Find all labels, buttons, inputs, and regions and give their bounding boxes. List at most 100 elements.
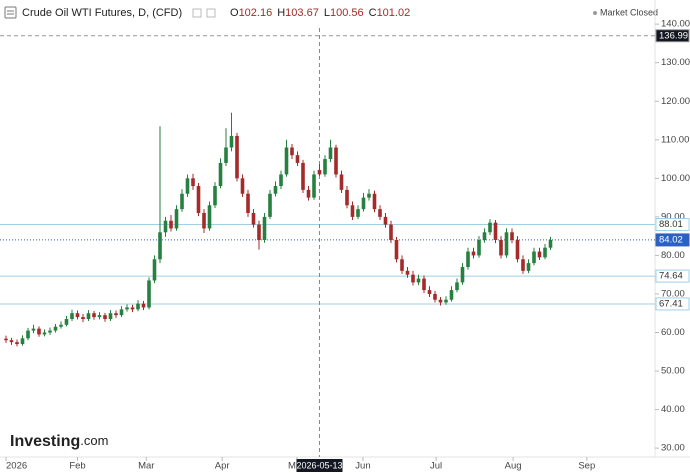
candle-body bbox=[350, 205, 355, 217]
candle-body bbox=[372, 193, 377, 210]
candle-body bbox=[548, 239, 553, 248]
x-tick-label: Feb bbox=[69, 461, 85, 472]
x-tick-label: Mar bbox=[138, 461, 154, 472]
menu-icon[interactable] bbox=[4, 6, 17, 19]
candle-body bbox=[64, 319, 69, 325]
candle-body bbox=[224, 147, 228, 163]
y-tick-label: 40.00 bbox=[661, 404, 685, 415]
crosshair-label: 2026-05-13 bbox=[296, 460, 342, 470]
y-tick-label: 80.00 bbox=[661, 250, 685, 261]
y-tick-label: 90.00 bbox=[661, 211, 685, 222]
candle-body bbox=[328, 147, 333, 160]
candle-body bbox=[26, 330, 30, 339]
candle-body bbox=[339, 174, 344, 190]
level-label-box bbox=[655, 233, 690, 247]
candle-body bbox=[537, 251, 542, 258]
level-label-box bbox=[655, 297, 690, 311]
candle-body bbox=[9, 340, 14, 343]
ohlc-text: O102.16 H103.67 L100.56 C101.02 bbox=[230, 7, 410, 19]
ohlc-key: L bbox=[324, 7, 330, 19]
settings-icon[interactable] bbox=[192, 8, 202, 18]
candle-body bbox=[20, 338, 25, 345]
candle-body bbox=[273, 186, 278, 194]
candle-body bbox=[152, 259, 157, 281]
x-tick-label: Jun bbox=[355, 461, 370, 472]
candle-body bbox=[37, 328, 41, 335]
candle-body bbox=[455, 282, 459, 291]
level-label: 84.02 bbox=[659, 234, 683, 245]
candle-body bbox=[312, 174, 316, 198]
candle-body bbox=[532, 251, 536, 264]
candle-body bbox=[389, 224, 393, 240]
y-tick-label: 30.00 bbox=[661, 443, 685, 454]
candle-body bbox=[268, 193, 272, 217]
candle-body bbox=[317, 169, 322, 175]
ohlc-key: H bbox=[277, 7, 285, 19]
x-tick-label: Jul bbox=[430, 461, 442, 472]
candle-body bbox=[125, 307, 129, 310]
candle-body bbox=[119, 309, 124, 316]
candle-body bbox=[97, 315, 102, 318]
candle-body bbox=[416, 278, 421, 283]
candle-body bbox=[81, 317, 85, 320]
candle-body bbox=[108, 313, 113, 320]
candle-body bbox=[466, 251, 470, 267]
candle-body bbox=[482, 232, 487, 240]
candle-body bbox=[295, 155, 300, 163]
candle-body bbox=[493, 222, 498, 240]
candle-body bbox=[229, 135, 234, 148]
candle-body bbox=[163, 220, 168, 233]
candle-body bbox=[378, 209, 382, 217]
ohlc-key: O bbox=[230, 7, 239, 19]
ohlc-key: C bbox=[369, 7, 377, 19]
crosshair-label-box bbox=[296, 459, 343, 472]
x-tick-label: Aug bbox=[505, 461, 522, 472]
y-tick-label: 50.00 bbox=[661, 366, 685, 377]
candle-body bbox=[218, 162, 223, 187]
ohlc-value: 103.67 bbox=[285, 7, 319, 19]
candle-body bbox=[510, 232, 514, 240]
candle-body bbox=[158, 232, 162, 260]
candle-body bbox=[180, 193, 184, 210]
candle-body bbox=[191, 178, 195, 187]
candle-body bbox=[367, 193, 371, 198]
x-tick-label: Sep bbox=[578, 461, 595, 472]
y-tick-label: 140.00 bbox=[661, 19, 690, 30]
y-tick-label: 70.00 bbox=[661, 288, 685, 299]
candle-body bbox=[471, 251, 476, 256]
ohlc-value: 101.02 bbox=[377, 7, 411, 19]
candle-body bbox=[86, 313, 91, 320]
candle-body bbox=[114, 313, 118, 316]
candle-body bbox=[15, 342, 19, 345]
candle-body bbox=[75, 313, 80, 318]
candle-body bbox=[262, 216, 267, 240]
candle-body bbox=[141, 303, 146, 308]
level-label-box bbox=[655, 29, 690, 43]
settings-icon[interactable] bbox=[206, 8, 216, 18]
x-tick-label: Apr bbox=[215, 461, 230, 472]
candle-body bbox=[306, 189, 311, 198]
x-tick-label: 2026 bbox=[6, 461, 27, 472]
candle-body bbox=[460, 266, 465, 283]
candle-body bbox=[70, 313, 74, 320]
level-label-box bbox=[655, 218, 690, 232]
y-tick-label: 110.00 bbox=[661, 134, 689, 145]
candle-body bbox=[290, 147, 294, 156]
ohlc-legend: O102.16 H103.67 L100.56 C101.02 bbox=[230, 7, 410, 19]
candle-body bbox=[477, 239, 481, 256]
candle-body bbox=[257, 224, 261, 240]
candle-body bbox=[42, 332, 47, 335]
candle-body bbox=[449, 290, 454, 300]
candle-body bbox=[488, 222, 492, 233]
level-label: 74.64 bbox=[659, 271, 683, 282]
candle-body bbox=[345, 189, 349, 206]
level-label: 88.01 bbox=[659, 219, 683, 230]
candle-body bbox=[235, 135, 239, 179]
logo: Investing.com bbox=[10, 433, 108, 450]
candle-body bbox=[499, 239, 503, 256]
candle-body bbox=[130, 307, 135, 310]
candle-body bbox=[103, 315, 107, 320]
y-tick-label: 100.00 bbox=[661, 173, 690, 184]
